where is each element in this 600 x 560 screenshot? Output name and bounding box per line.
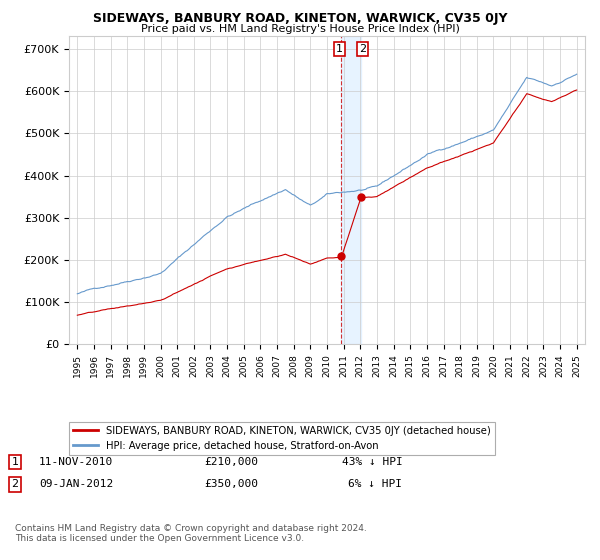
Text: 2: 2 [11, 479, 19, 489]
Legend: SIDEWAYS, BANBURY ROAD, KINETON, WARWICK, CV35 0JY (detached house), HPI: Averag: SIDEWAYS, BANBURY ROAD, KINETON, WARWICK… [69, 422, 494, 455]
Text: 1: 1 [11, 457, 19, 467]
Bar [341, 36, 361, 344]
Text: SIDEWAYS, BANBURY ROAD, KINETON, WARWICK, CV35 0JY: SIDEWAYS, BANBURY ROAD, KINETON, WARWICK… [93, 12, 507, 25]
Text: 09-JAN-2012: 09-JAN-2012 [39, 479, 113, 489]
Text: Contains HM Land Registry data © Crown copyright and database right 2024.
This d: Contains HM Land Registry data © Crown c… [15, 524, 367, 543]
Text: 11-NOV-2010: 11-NOV-2010 [39, 457, 113, 467]
Text: 43% ↓ HPI: 43% ↓ HPI [342, 457, 403, 467]
Text: £350,000: £350,000 [204, 479, 258, 489]
Text: 1: 1 [337, 44, 343, 54]
Text: £210,000: £210,000 [204, 457, 258, 467]
Text: 6% ↓ HPI: 6% ↓ HPI [348, 479, 402, 489]
Text: Price paid vs. HM Land Registry's House Price Index (HPI): Price paid vs. HM Land Registry's House … [140, 24, 460, 34]
Text: 2: 2 [359, 44, 366, 54]
